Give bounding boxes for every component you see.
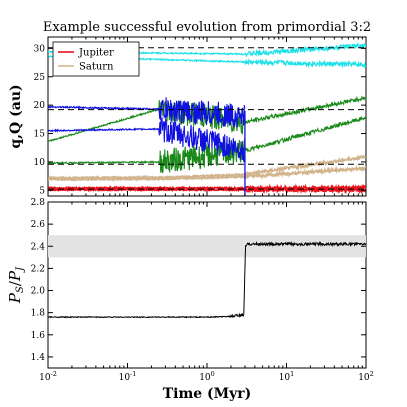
series-1-q-line	[48, 164, 366, 183]
series-2-q-line	[48, 115, 366, 174]
series-0-Q-line	[48, 183, 366, 193]
bottom-panel: 1.4 1.6 1.8 2.0 2.2 2.4 2.6 2.8 10-2 10-1 100 101 10…	[6, 198, 374, 402]
x-tick-label: 10-1	[119, 370, 137, 383]
top-y-axis-label: q,Q (au)	[8, 84, 24, 148]
y-tick-label: 5	[39, 186, 45, 196]
y-tick-label: 2.0	[31, 287, 46, 297]
x-tick-label: 102	[358, 370, 374, 383]
top-panel-ticks: 5 10 15 20 25 30	[34, 37, 367, 196]
y-tick-label: 2.2	[31, 264, 45, 274]
legend-label-jupiter: Jupiter	[78, 48, 114, 59]
ylabel-p: P	[6, 292, 24, 304]
period-ratio-line	[48, 240, 366, 319]
ylabel-slash: /	[6, 280, 24, 286]
ylabel-p2: P	[6, 270, 24, 282]
series-1-Q-line	[48, 154, 366, 181]
y-tick-label: 1.6	[31, 331, 46, 341]
bottom-panel-frame	[47, 201, 367, 369]
ylabel-sub-s: S	[15, 286, 26, 293]
top-panel: 5 10 15 20 25 30 Example successful evolution…	[8, 20, 371, 197]
x-tick-label: 10-2	[39, 370, 57, 383]
shaded-band	[48, 235, 366, 258]
y-tick-label: 25	[34, 73, 46, 83]
legend: Jupiter Saturn	[52, 41, 140, 77]
series-body-3	[48, 97, 246, 196]
chart-title: Example successful evolution from primor…	[43, 20, 371, 35]
y-tick-label: 15	[34, 130, 46, 140]
x-tick-label: 101	[279, 370, 295, 383]
y-tick-label: 2.6	[31, 220, 46, 230]
x-tick-label: 100	[199, 370, 215, 383]
y-tick-label: 1.4	[31, 353, 46, 363]
legend-box	[52, 41, 140, 77]
bottom-panel-ticks: 1.4 1.6 1.8 2.0 2.2 2.4 2.6 2.8 10-2 10-1 100 101 10…	[31, 198, 374, 383]
series-3-q-line	[48, 117, 246, 163]
y-tick-label: 1.8	[31, 309, 46, 319]
x-axis-label: Time (Myr)	[163, 386, 252, 402]
ylabel-sub-j: J	[15, 266, 26, 273]
y-tick-label: 10	[34, 158, 46, 168]
y-tick-label: 2.4	[31, 242, 46, 252]
y-tick-label: 20	[34, 101, 46, 111]
series-3-Q-line	[48, 97, 246, 128]
bottom-y-axis-label: PS/PJ	[6, 266, 26, 304]
y-tick-label: 30	[34, 44, 46, 54]
series-saturn	[48, 154, 366, 183]
y-tick-label: 2.8	[31, 198, 46, 208]
legend-label-saturn: Saturn	[79, 62, 114, 73]
